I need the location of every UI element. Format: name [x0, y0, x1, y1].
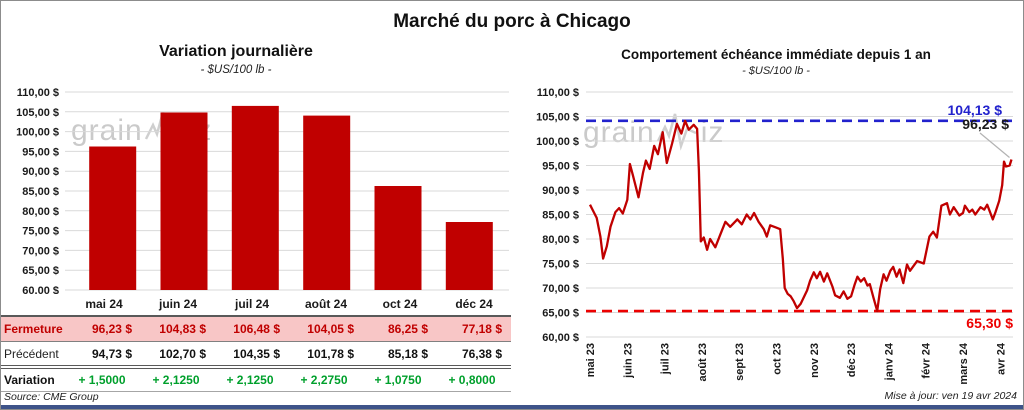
table-cell: 104,05 $ [307, 322, 354, 336]
table-cell: 104,83 $ [159, 322, 206, 336]
bar-déc 24 [445, 222, 493, 290]
right-chart-title: Comportement échéance immédiate depuis 1… [621, 47, 931, 62]
y-axis-label: 80,00 $ [542, 234, 579, 246]
y-axis-label: 70,00 $ [542, 283, 579, 295]
row-label-fermeture: Fermeture [4, 322, 63, 336]
table-cell: + 2,1250 [226, 373, 274, 387]
bar-mai 24 [89, 146, 137, 290]
y-axis-label: 65,00 $ [22, 265, 59, 277]
table-cell: 76,38 $ [461, 346, 502, 361]
table-column-header: juin 24 [158, 297, 197, 311]
table-cell: 77,18 $ [461, 322, 502, 336]
table-cell: + 0,8000 [448, 373, 496, 387]
y-axis-label: 95,00 $ [22, 146, 59, 158]
min-reference-label: 65,30 $ [966, 315, 1013, 331]
y-axis-label: 85,00 $ [22, 186, 59, 198]
table-cell: 86,25 $ [387, 322, 428, 336]
bar-juil 24 [231, 105, 279, 291]
y-axis-label: 105,00 $ [536, 112, 579, 124]
daily-variation-bar-chart: 110,00 $ 105,00 $ 100,00 $ 95,00 $ 90,00 $ 85… [16, 87, 509, 294]
table-row-variation: Variation + 1,5000 + 2,1250 + 2,1250 + 2,275… [1, 369, 511, 392]
page-title: Marché du porc à Chicago [393, 11, 631, 32]
x-axis-label: juin 23 [622, 343, 634, 379]
bar-août 24 [303, 115, 351, 290]
table-cell: 102,70 $ [159, 346, 206, 361]
bar-oct 24 [374, 186, 422, 290]
y-axis-label: 65,00 $ [542, 308, 579, 320]
y-axis-label: 95,00 $ [542, 161, 579, 173]
y-axis-label: 70,00 $ [22, 245, 59, 257]
row-label-precedent: Précédent [4, 346, 59, 361]
table-cell: 94,73 $ [91, 346, 132, 361]
table-column-header: juil 24 [234, 297, 269, 311]
y-axis-label: 110,00 $ [17, 87, 59, 99]
price-table: mai 24 juin 24 juil 24 août 24 oct 24 déc 24 F… [1, 293, 511, 392]
table-column-header: mai 24 [85, 297, 123, 311]
end-label-leader-line [979, 132, 1010, 158]
y-axis-label: 100,00 $ [16, 127, 59, 139]
left-chart-subtitle: - $US/100 lb - [200, 64, 272, 76]
table-cell: + 1,0750 [374, 373, 422, 387]
table-column-header: déc 24 [455, 297, 493, 311]
table-row-fermeture: Fermeture 96,23 $ 104,83 $ 106,48 $ 104,05 $… [1, 315, 511, 342]
y-axis-label: 60,00 $ [22, 285, 59, 294]
watermark-text: grain [71, 114, 143, 147]
x-axis-label: oct 23 [772, 343, 784, 375]
y-axis-label: 90,00 $ [542, 185, 579, 197]
bar-juin 24 [160, 112, 208, 290]
table-column-header: oct 24 [382, 297, 418, 311]
table-cell: 96,23 $ [91, 322, 132, 336]
x-axis-label: déc 23 [846, 343, 858, 377]
table-cell: 104,35 $ [233, 346, 280, 361]
table-cell: 85,18 $ [387, 346, 428, 361]
y-axis-label: 105,00 $ [16, 107, 59, 119]
max-reference-label: 104,13 $ [948, 102, 1003, 118]
x-axis-label: avr 24 [995, 342, 1007, 375]
x-axis-label: juil 23 [660, 343, 672, 375]
x-axis-label: nov 23 [809, 343, 821, 378]
x-axis-label: août 23 [697, 343, 709, 382]
zigzag-line-icon [656, 113, 697, 151]
table-header-row: mai 24 juin 24 juil 24 août 24 oct 24 déc 24 [1, 293, 511, 315]
table-column-header: août 24 [304, 297, 347, 311]
y-axis-label: 60,00 $ [542, 332, 579, 344]
table-cell: 106,48 $ [233, 322, 280, 336]
y-axis-label: 100,00 $ [536, 136, 579, 148]
row-label-variation: Variation [4, 373, 55, 387]
footer-accent-bar [1, 405, 1023, 409]
y-axis-label: 75,00 $ [542, 259, 579, 271]
x-axis-label: mars 24 [958, 342, 970, 384]
table-cell: + 2,2750 [300, 373, 348, 387]
y-axis-label: 85,00 $ [542, 210, 579, 222]
y-axis-label: 75,00 $ [22, 226, 59, 238]
y-axis-label: 90,00 $ [22, 166, 59, 178]
update-date: Mise à jour: ven 19 avr 2024 [884, 390, 1018, 402]
table-row-precedent: Précédent 94,73 $ 102,70 $ 104,35 $ 101,78 $… [1, 342, 511, 369]
x-axis-label: mai 23 [585, 343, 597, 377]
table-cell: + 1,5000 [78, 373, 126, 387]
y-axis-label: 110,00 $ [537, 87, 579, 99]
table-cell: 101,78 $ [307, 346, 354, 361]
source-credit: Source: CME Group [4, 391, 99, 403]
price-line [588, 119, 1013, 313]
x-axis-label: févr 24 [921, 342, 933, 378]
left-chart-title: Variation journalière [159, 43, 313, 60]
table-cell: + 2,1250 [152, 373, 200, 387]
one-year-line-chart: 110,00 $ 105,00 $ 100,00 $ 95,00 $ 90,00 $ 85… [536, 87, 1013, 385]
right-chart-subtitle: - $US/100 lb - [742, 65, 810, 77]
x-axis-label: janv 24 [883, 342, 895, 381]
last-price-label: 96,23 $ [962, 116, 1009, 132]
y-axis-label: 80,00 $ [22, 206, 59, 218]
x-axis-label: sept 23 [734, 343, 746, 381]
